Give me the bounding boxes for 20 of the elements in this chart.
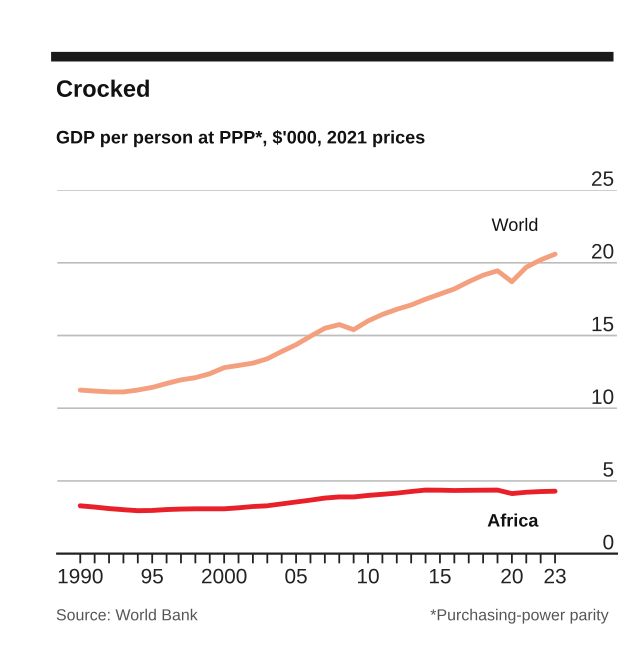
x-tick-label: 2000 (202, 568, 246, 584)
y-tick-label: 5 (603, 462, 614, 477)
source-note: Source: World Bank (56, 608, 198, 620)
text: *Purchasing-power parity (430, 608, 609, 624)
x-tick-label: 23 (544, 568, 566, 584)
x-tick-label: 05 (285, 568, 307, 584)
x-tick-label: 1990 (58, 568, 103, 584)
x-tick-label: 95 (142, 568, 163, 584)
y-tick-label: 0 (603, 534, 614, 550)
y-tick-label: 25 (592, 171, 614, 186)
x-tick-label: 15 (430, 568, 451, 584)
series-label: World (492, 218, 538, 232)
x-tick-label: 20 (501, 568, 523, 584)
y-tick-label: 20 (592, 244, 614, 259)
x-tick-label: 10 (358, 568, 379, 584)
y-tick-label: 15 (592, 316, 614, 332)
y-tick-label: 10 (592, 389, 614, 404)
chart-subtitle: GDP per person at PPP*, $'000, 2021 prices (56, 130, 425, 148)
series-label: Africa (488, 513, 539, 527)
chart-title: Crocked (56, 80, 149, 97)
